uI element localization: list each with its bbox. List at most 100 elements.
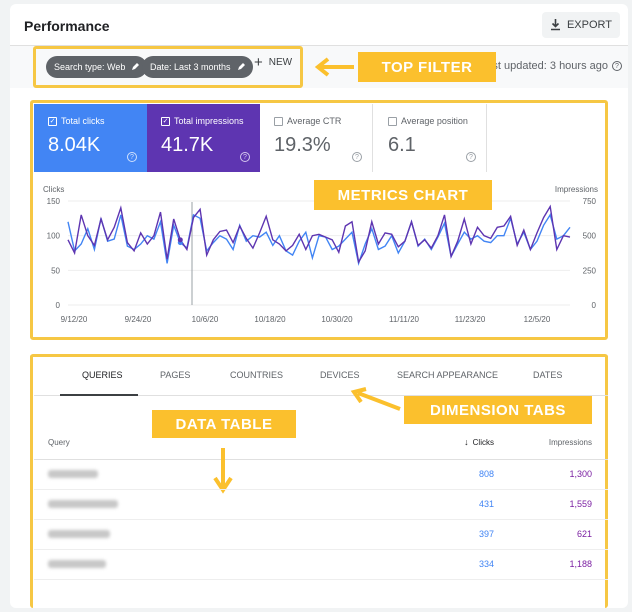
row-clicks: 808 <box>478 469 494 479</box>
x-tick-label: 9/24/20 <box>125 315 152 324</box>
redacted-query <box>48 470 98 478</box>
pencil-icon <box>132 63 140 70</box>
series-line-clicks <box>67 213 571 267</box>
checkbox-checked-icon: ✓ <box>48 116 57 126</box>
date-chip[interactable]: Date: Last 3 months <box>142 56 253 78</box>
metric-label: Average position <box>401 116 468 126</box>
metric-card-ctr[interactable]: Average CTR 19.3% ? <box>260 104 373 172</box>
top-filter-arrow <box>314 57 354 77</box>
metric-label: Total impressions <box>174 116 244 126</box>
metric-label: Average CTR <box>287 116 342 126</box>
row-clicks: 397 <box>478 529 494 539</box>
redacted-query <box>48 500 118 508</box>
metric-card-position[interactable]: Average position 6.1 ? <box>374 104 487 172</box>
impressions-column-header[interactable]: Impressions <box>548 438 592 447</box>
metrics-chart-highlight <box>30 100 608 340</box>
search-type-chip-label: Search type: Web <box>54 62 126 72</box>
app-header: Performance EXPORT <box>10 4 628 46</box>
tab-pages[interactable]: PAGES <box>160 370 191 380</box>
dimension-tabs-arrow <box>350 387 401 411</box>
new-filter-button[interactable]: + NEW <box>254 53 293 71</box>
left-axis-title: Clicks <box>43 185 64 194</box>
help-icon: ? <box>127 152 137 162</box>
page-title: Performance <box>24 18 110 34</box>
table-header: Query ↓ Clicks Impressions <box>34 424 608 460</box>
new-filter-label: NEW <box>268 57 293 68</box>
right-tick-label: 500 <box>583 232 597 241</box>
x-tick-label: 10/6/20 <box>192 315 219 324</box>
download-icon <box>550 19 560 31</box>
dimension-tabs: QUERIES PAGES COUNTRIES DEVICES SEARCH A… <box>34 358 608 396</box>
metric-value: 41.7K <box>161 134 214 156</box>
table-row[interactable]: 431 1,559 <box>34 490 608 520</box>
data-table-callout: DATA TABLE <box>152 410 296 438</box>
metrics-chart-callout: METRICS CHART <box>314 180 492 210</box>
table-row[interactable]: 334 1,188 <box>34 550 608 580</box>
query-column-header[interactable]: Query <box>48 438 70 447</box>
redacted-query <box>48 530 110 538</box>
table-row[interactable]: 397 621 <box>34 520 608 550</box>
export-button[interactable]: EXPORT <box>541 12 620 38</box>
checkbox-icon <box>274 116 283 126</box>
left-tick-label: 0 <box>56 301 61 310</box>
checkbox-icon <box>388 116 397 126</box>
data-table-arrow <box>213 448 233 494</box>
metric-value: 19.3% <box>274 134 331 156</box>
active-tab-indicator <box>60 394 138 396</box>
help-icon: ? <box>352 152 362 162</box>
row-impressions: 621 <box>576 529 592 539</box>
filter-bar: Search type: Web Date: Last 3 months + N… <box>10 46 628 88</box>
checkbox-checked-icon: ✓ <box>161 116 170 126</box>
x-tick-label: 12/5/20 <box>524 315 551 324</box>
metric-value: 6.1 <box>388 134 416 156</box>
row-impressions: 1,559 <box>569 499 592 509</box>
metric-card-impressions[interactable]: ✓ Total impressions 41.7K ? <box>147 104 260 172</box>
redacted-query <box>48 560 106 568</box>
last-updated: Last updated: 3 hours ago ? <box>480 60 622 72</box>
x-tick-label: 10/30/20 <box>321 315 353 324</box>
sort-down-arrow-icon: ↓ <box>464 437 469 447</box>
tab-dates[interactable]: DATES <box>533 370 563 380</box>
tab-search-appearance[interactable]: SEARCH APPEARANCE <box>397 370 499 380</box>
x-tick-label: 9/12/20 <box>61 315 88 324</box>
clicks-column-header[interactable]: ↓ Clicks <box>464 437 494 447</box>
last-updated-text: Last updated: 3 hours ago <box>480 60 608 72</box>
left-tick-label: 150 <box>47 197 61 206</box>
x-tick-label: 11/11/20 <box>389 315 420 324</box>
search-type-chip[interactable]: Search type: Web <box>46 56 148 78</box>
top-filter-callout: TOP FILTER <box>358 52 496 82</box>
help-icon: ? <box>240 152 250 162</box>
row-clicks: 431 <box>478 499 494 509</box>
top-filter-highlight <box>33 46 303 88</box>
export-label: EXPORT <box>566 19 612 31</box>
right-tick-label: 750 <box>583 197 597 206</box>
metric-value: 8.04K <box>48 134 101 156</box>
left-tick-label: 50 <box>51 266 60 275</box>
table-row[interactable]: 808 1,300 <box>34 460 608 490</box>
row-impressions: 1,188 <box>569 559 592 569</box>
x-tick-label: 10/18/20 <box>254 315 286 324</box>
tab-devices[interactable]: DEVICES <box>320 370 360 380</box>
x-tick-label: 11/23/20 <box>455 315 486 324</box>
dimension-tabs-callout: DIMENSION TABS <box>404 396 592 424</box>
right-tick-label: 250 <box>583 266 597 275</box>
help-icon: ? <box>466 152 476 162</box>
left-tick-label: 100 <box>47 232 61 241</box>
metric-card-clicks[interactable]: ✓ Total clicks 8.04K ? <box>34 104 147 172</box>
data-table-highlight <box>30 354 608 608</box>
right-axis-title: Impressions <box>555 185 598 194</box>
tab-countries[interactable]: COUNTRIES <box>230 370 284 380</box>
metric-label: Total clicks <box>61 116 105 126</box>
tab-queries[interactable]: QUERIES <box>82 370 123 380</box>
row-clicks: 334 <box>478 559 494 569</box>
date-chip-label: Date: Last 3 months <box>150 62 231 72</box>
help-icon: ? <box>612 61 622 71</box>
series-line-impressions <box>67 204 571 265</box>
cursor-point <box>177 237 183 243</box>
clicks-header-label: Clicks <box>472 437 494 447</box>
pencil-icon <box>237 63 245 70</box>
plus-icon: + <box>254 53 263 71</box>
row-impressions: 1,300 <box>569 469 592 479</box>
right-tick-label: 0 <box>592 301 597 310</box>
